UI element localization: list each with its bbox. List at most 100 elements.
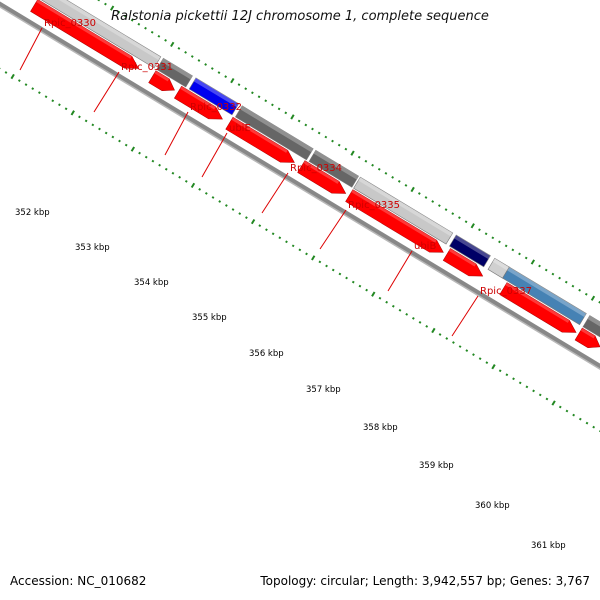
feature-track bbox=[38, 0, 600, 344]
inner-tick bbox=[250, 218, 256, 225]
inner-tick bbox=[118, 139, 121, 143]
inner-tick bbox=[545, 397, 549, 401]
cds-highlight bbox=[351, 189, 437, 243]
outer-tick bbox=[404, 184, 408, 187]
inner-tick bbox=[51, 99, 55, 103]
cds-arrow bbox=[0, 0, 23, 3]
outer-tick bbox=[257, 95, 261, 99]
outer-tick bbox=[424, 196, 428, 199]
outer-tick bbox=[271, 103, 274, 107]
cds-arrow bbox=[30, 0, 139, 69]
outer-tick bbox=[444, 208, 448, 211]
inner-tick bbox=[44, 95, 48, 99]
inner-tick bbox=[171, 171, 175, 175]
inner-tick bbox=[331, 268, 335, 272]
tick-marks bbox=[0, 0, 600, 433]
inner-tick bbox=[271, 232, 275, 236]
inner-tick bbox=[31, 87, 35, 91]
inner-tick bbox=[17, 79, 21, 82]
leader-line bbox=[201, 132, 228, 178]
cds-highlight bbox=[154, 70, 170, 82]
inner-tick bbox=[211, 196, 215, 199]
feature-highlight bbox=[193, 77, 239, 108]
inner-tick bbox=[78, 115, 81, 119]
outer-tick bbox=[237, 83, 241, 87]
outer-tick bbox=[157, 34, 161, 38]
outer-tick bbox=[410, 186, 415, 193]
outer-tick bbox=[484, 232, 488, 236]
cds-track bbox=[0, 0, 600, 348]
outer-tick bbox=[217, 71, 221, 74]
inner-tick bbox=[4, 71, 8, 74]
leader-line bbox=[319, 209, 347, 250]
inner-tick bbox=[238, 212, 242, 215]
outer-tick bbox=[190, 55, 194, 58]
outer-tick bbox=[458, 216, 461, 220]
outer-tick bbox=[511, 248, 515, 252]
feature-highlight bbox=[161, 58, 193, 80]
feature-dark-gray bbox=[582, 315, 600, 344]
leader-line bbox=[19, 27, 43, 71]
cds-arrow bbox=[173, 85, 223, 120]
inner-tick bbox=[10, 73, 15, 80]
outer-tick bbox=[311, 127, 314, 131]
backbone-line-1 bbox=[0, 6, 600, 370]
outer-tick bbox=[277, 107, 281, 111]
gene-label-rpic_0332: Rpic_0332 bbox=[190, 102, 242, 113]
outer-tick bbox=[478, 228, 481, 232]
outer-tick bbox=[117, 10, 121, 14]
feature-highlight bbox=[44, 0, 161, 61]
kbp-label: 353 kbp bbox=[75, 243, 110, 253]
leader-line bbox=[164, 111, 189, 156]
kbp-label: 354 kbp bbox=[134, 278, 169, 288]
inner-tick bbox=[218, 200, 222, 203]
gene-label-ubib: ubiB bbox=[414, 241, 436, 252]
outer-tick bbox=[297, 119, 301, 123]
outer-tick bbox=[498, 240, 501, 244]
inner-tick bbox=[532, 389, 535, 393]
leader-line bbox=[261, 172, 289, 214]
inner-tick bbox=[398, 308, 402, 312]
outer-tick bbox=[251, 91, 254, 95]
outer-tick bbox=[130, 18, 134, 22]
outer-tick bbox=[284, 111, 288, 115]
outer-tick bbox=[337, 143, 341, 147]
outer-tick bbox=[350, 150, 355, 156]
cds-arrow bbox=[442, 248, 484, 277]
outer-tick bbox=[184, 51, 187, 54]
inner-tick bbox=[405, 312, 409, 316]
inner-tick bbox=[365, 288, 368, 292]
cds-arrow bbox=[225, 116, 295, 163]
leader-line bbox=[387, 250, 413, 292]
inner-tick bbox=[231, 208, 235, 211]
kbp-label: 358 kbp bbox=[363, 423, 398, 433]
inner-tick bbox=[411, 316, 415, 320]
kbp-label: 359 kbp bbox=[419, 461, 454, 471]
inner-tick bbox=[151, 159, 155, 163]
inner-tick bbox=[371, 291, 376, 297]
outer-tick bbox=[464, 220, 468, 224]
inner-tick bbox=[425, 325, 429, 328]
outer-tick bbox=[371, 163, 374, 167]
inner-tick bbox=[164, 167, 168, 171]
feature-steel-blue bbox=[502, 266, 587, 326]
cds-arrow bbox=[499, 282, 577, 333]
leader-line bbox=[93, 71, 120, 113]
outer-tick bbox=[564, 280, 568, 284]
outer-tick bbox=[244, 87, 248, 91]
inner-tick bbox=[431, 327, 436, 334]
kbp-label: 356 kbp bbox=[249, 349, 284, 359]
outer-tick bbox=[538, 264, 541, 268]
outer-tick bbox=[377, 167, 381, 171]
inner-tick bbox=[285, 240, 288, 244]
feature-dark-gray bbox=[235, 105, 314, 161]
inner-tick bbox=[225, 204, 228, 207]
accession-text: Accession: NC_010682 bbox=[10, 574, 147, 588]
inner-tick bbox=[585, 421, 589, 425]
inner-tick bbox=[298, 248, 302, 252]
outer-tick bbox=[397, 180, 401, 183]
inner-tick bbox=[64, 107, 68, 111]
inner-tick bbox=[351, 280, 355, 284]
gene-label-rpic_0330: Rpic_0330 bbox=[44, 18, 96, 29]
inner-tick bbox=[70, 110, 75, 116]
